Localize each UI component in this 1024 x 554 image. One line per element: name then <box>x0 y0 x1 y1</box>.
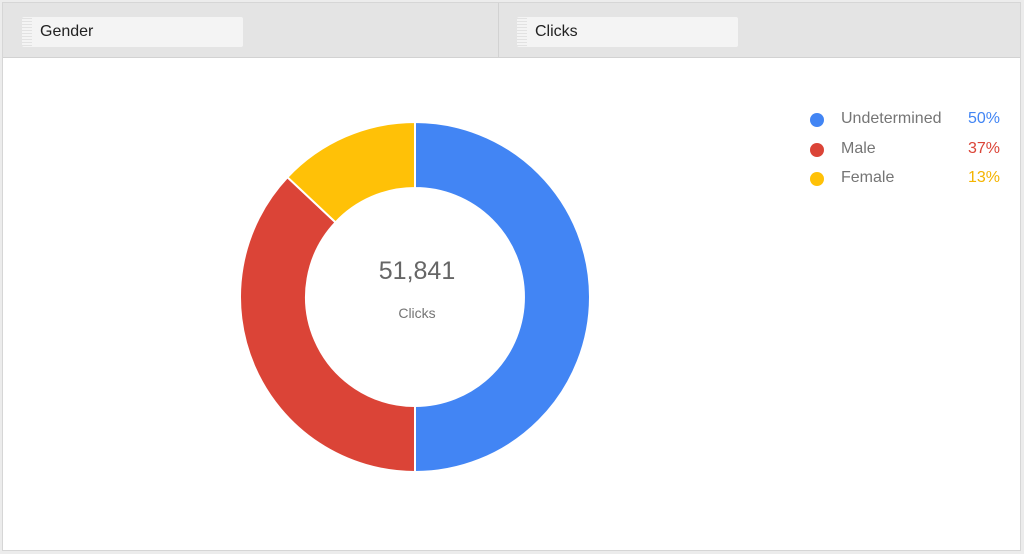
donut-slice-undetermined[interactable] <box>414 120 591 474</box>
legend-dot-icon <box>810 142 824 157</box>
drag-handle-icon[interactable] <box>22 18 32 46</box>
legend-percent: 13% <box>967 169 1000 186</box>
legend-dot-icon <box>810 113 824 127</box>
legend-label: Female <box>841 169 895 186</box>
donut-chart-area: 51,841 Clicks Undetermined 50% Male 37% … <box>3 58 1020 550</box>
donut-slice-female[interactable] <box>286 120 416 224</box>
center-total-label: Clicks <box>398 305 436 321</box>
metric-column: Clicks <box>499 3 1020 57</box>
legend-item-female[interactable]: Female 13% <box>810 166 1000 196</box>
legend-percent: 37% <box>967 139 1000 157</box>
legend-item-undetermined[interactable]: Undetermined 50% <box>810 107 1000 137</box>
legend-dot-icon <box>810 172 824 186</box>
metric-chip[interactable]: Clicks <box>517 17 738 47</box>
metric-label: Clicks <box>535 23 578 40</box>
legend-label: Undetermined <box>841 110 942 127</box>
legend-percent: 50% <box>967 110 1000 127</box>
dimension-chip[interactable]: Gender <box>22 17 243 47</box>
drag-handle-icon[interactable] <box>517 18 527 46</box>
center-total-value: 51,841 <box>378 257 456 285</box>
legend-item-male[interactable]: Male 37% <box>810 137 1000 167</box>
chart-legend: Undetermined 50% Male 37% Female 13% <box>810 107 1000 196</box>
dimension-label: Gender <box>40 23 94 40</box>
chart-header: Gender Clicks <box>3 3 1020 58</box>
donut-chart <box>238 120 591 474</box>
donut-slice-male[interactable] <box>238 175 416 474</box>
dimension-column: Gender <box>3 3 499 57</box>
legend-label: Male <box>841 139 876 157</box>
